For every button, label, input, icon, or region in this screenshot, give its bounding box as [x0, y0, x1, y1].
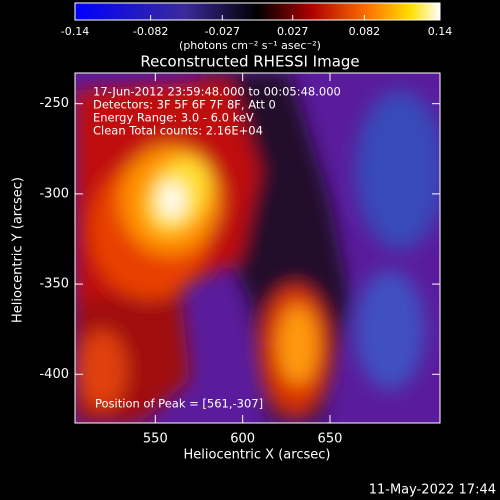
colorbar-tick-label: -0.082 — [133, 25, 168, 38]
annotation: 17-Jun-2012 23:59:48.000 to 00:05:48.000 — [93, 85, 341, 99]
y-tick-label: -350 — [39, 277, 69, 292]
chart-title: Reconstructed RHESSI Image — [140, 53, 359, 71]
x-tick-label: 550 — [143, 432, 168, 447]
colorbar-tick-label: 0.082 — [349, 25, 381, 38]
peak-label: Position of Peak = [561,-307] — [95, 397, 263, 411]
y-tick-label: -250 — [39, 96, 69, 111]
annotation: Clean Total counts: 2.16E+04 — [93, 124, 263, 138]
colorbar-tick-label: 0.027 — [277, 25, 309, 38]
x-axis-label: Heliocentric X (arcsec) — [184, 448, 331, 463]
colorbar-tick-label: -0.027 — [205, 25, 240, 38]
colorbar-tick-label: -0.14 — [61, 25, 89, 38]
footer-date: 11-May-2022 17:44 — [369, 483, 496, 498]
x-tick-label: 600 — [230, 432, 255, 447]
colorbar-tick-label: 0.14 — [428, 25, 453, 38]
colorbar — [74, 2, 441, 21]
y-tick-label: -300 — [39, 186, 69, 201]
annotation: Energy Range: 3.0 - 6.0 keV — [93, 111, 254, 125]
colorbar-label: (photons cm⁻² s⁻¹ asec⁻²) — [179, 39, 321, 52]
annotation: Detectors: 3F 5F 6F 7F 8F, Att 0 — [93, 98, 276, 112]
y-axis-label: Heliocentric Y (arcsec) — [11, 177, 26, 323]
plot-frame — [74, 72, 441, 424]
y-tick-label: -400 — [39, 367, 69, 382]
x-tick-label: 650 — [318, 432, 343, 447]
image — [75, 73, 440, 423]
